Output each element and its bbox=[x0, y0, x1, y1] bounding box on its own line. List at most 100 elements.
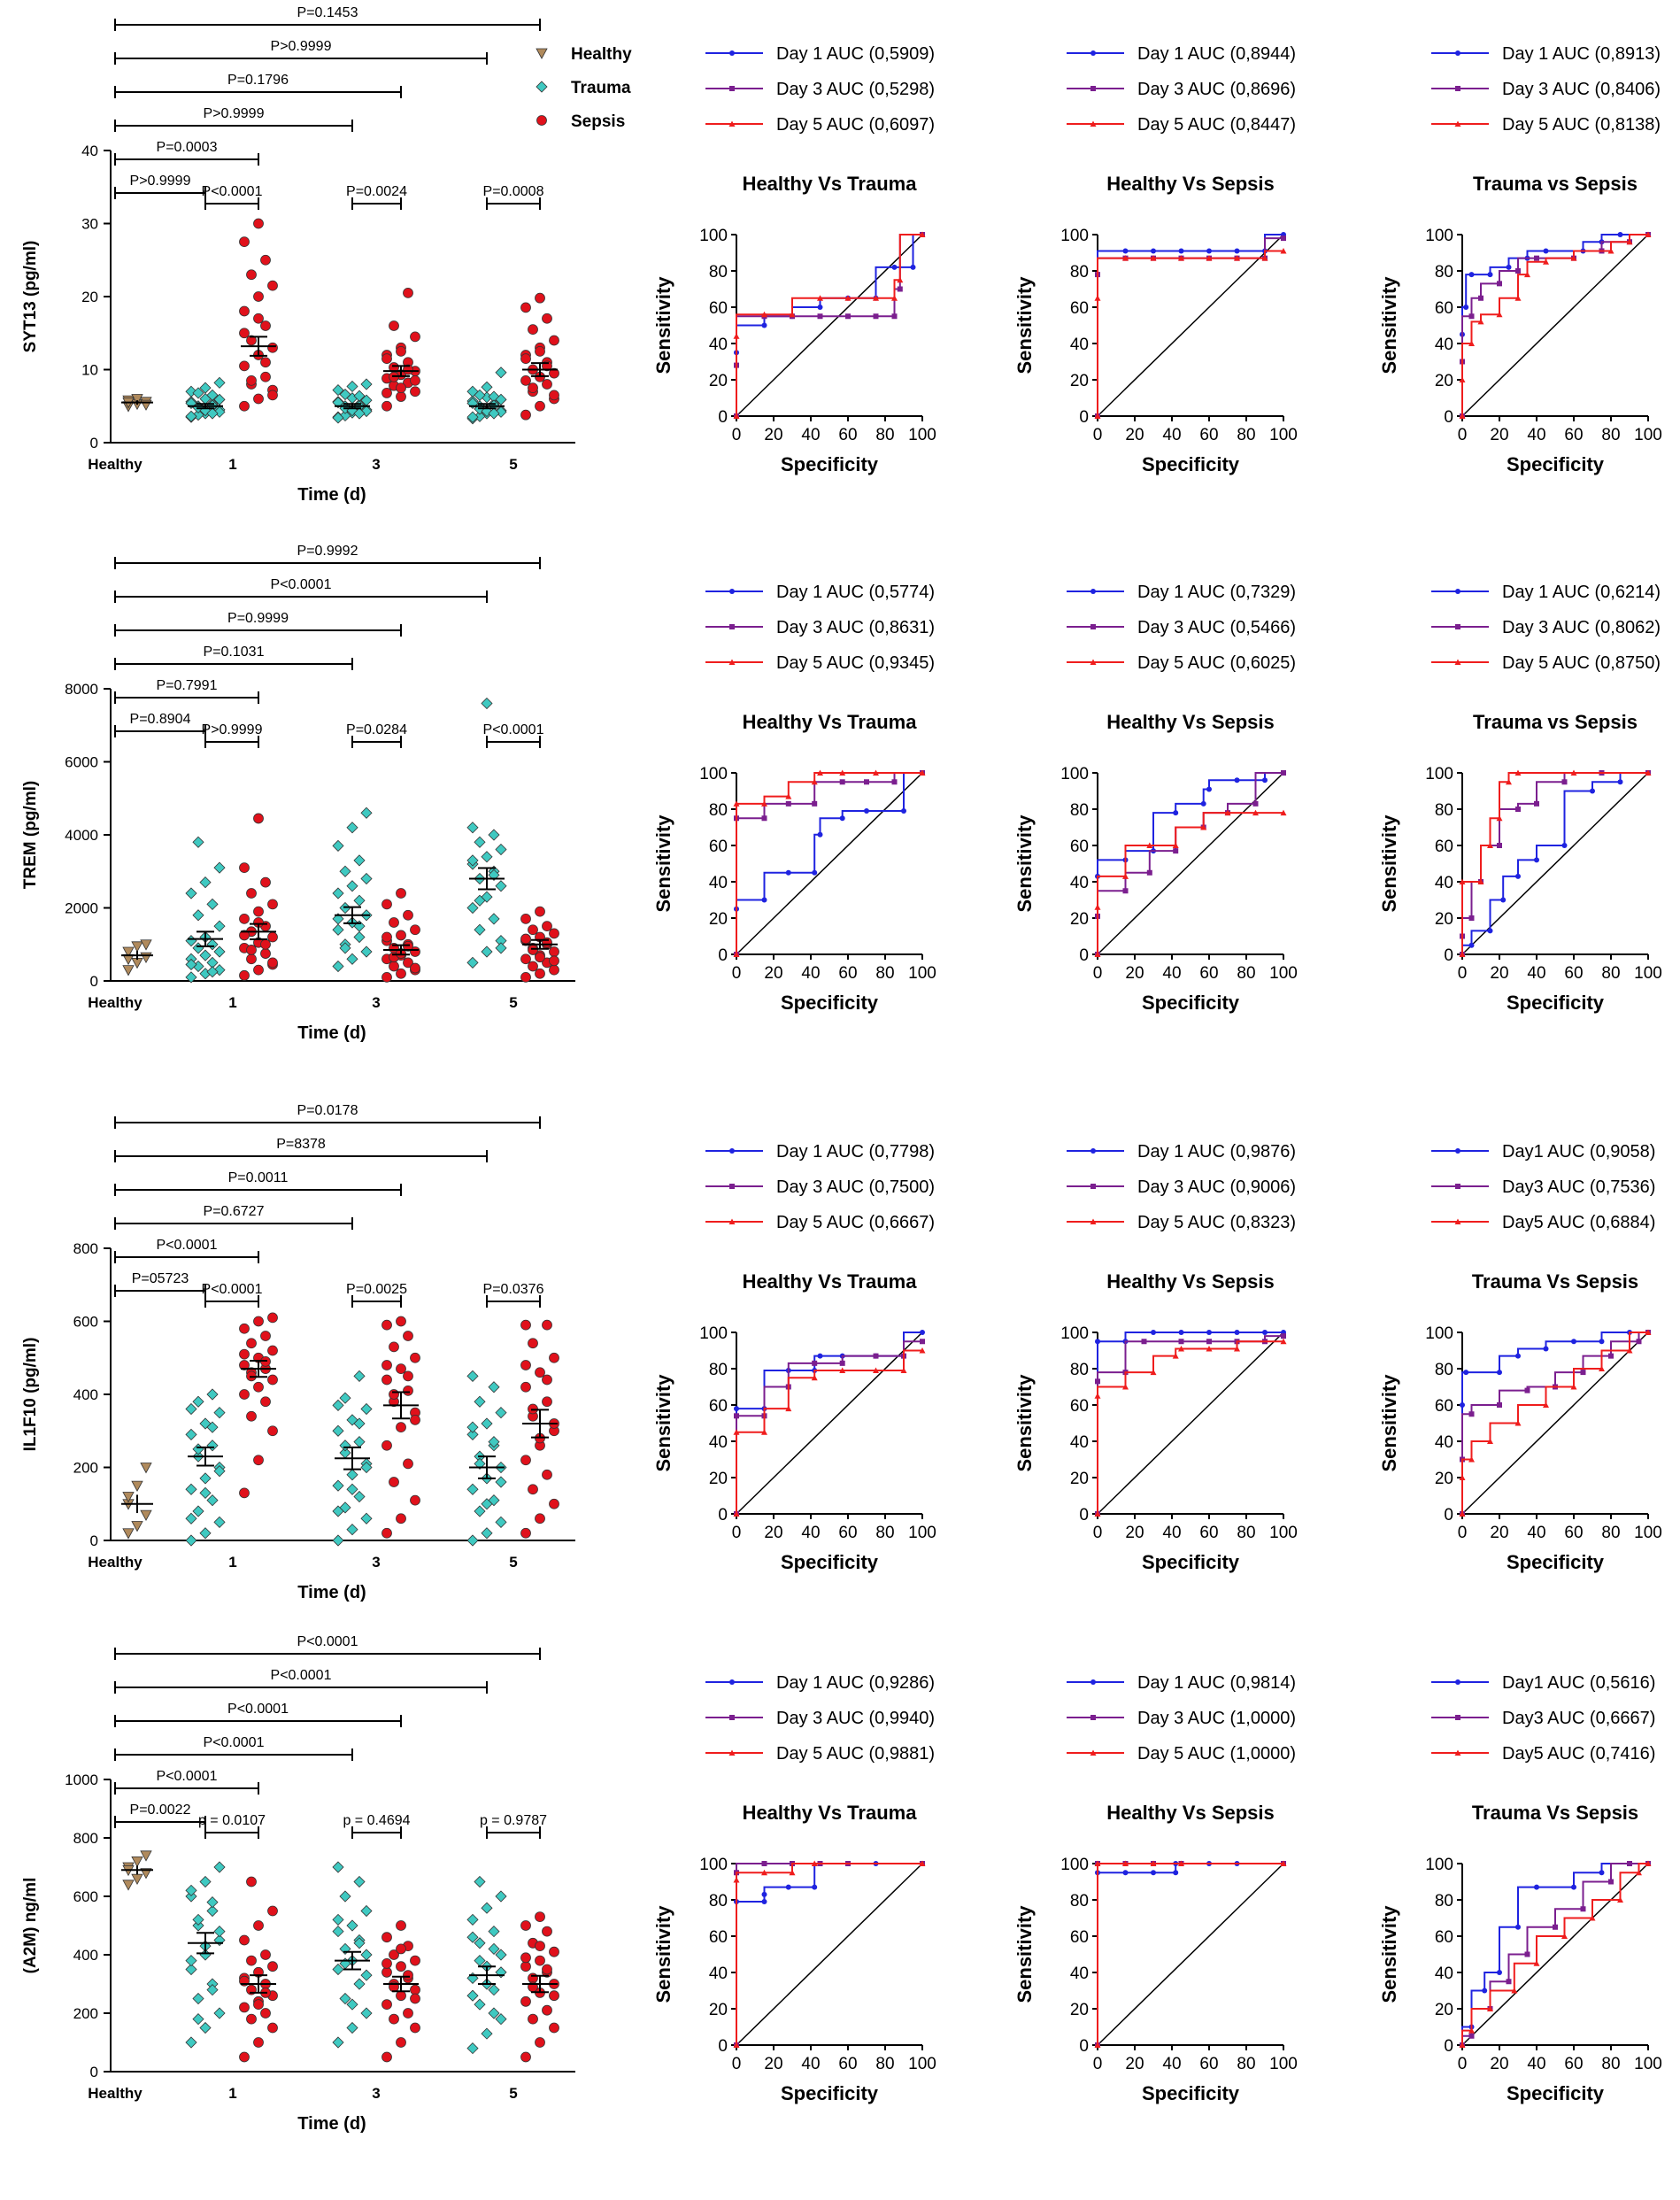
roc-point bbox=[1543, 259, 1549, 265]
sepsis-point bbox=[520, 953, 531, 965]
roc-y-tick-label: 100 bbox=[1060, 765, 1089, 784]
healthy-point bbox=[140, 1509, 152, 1521]
roc-y-tick-label: 60 bbox=[1070, 299, 1089, 318]
sepsis-point bbox=[520, 933, 531, 945]
trauma-point bbox=[360, 1904, 373, 1918]
y-tick-label: 800 bbox=[73, 1830, 98, 1847]
sepsis-point bbox=[549, 367, 559, 379]
roc-y-axis-label: Sensitivity bbox=[1013, 814, 1036, 913]
trauma-point bbox=[206, 1388, 219, 1401]
trauma-point bbox=[481, 1498, 493, 1510]
trauma-point bbox=[206, 966, 219, 978]
roc-point bbox=[1627, 1861, 1632, 1866]
y-tick-label: 0 bbox=[90, 973, 98, 990]
roc-legend-label: Day 5 AUC (0,9881) bbox=[776, 1744, 935, 1764]
trauma-point bbox=[339, 1890, 351, 1903]
sepsis-point bbox=[239, 1348, 250, 1360]
roc-curve bbox=[1097, 250, 1283, 416]
trauma-point bbox=[360, 2007, 373, 2019]
within-day-label: P=0.0376 bbox=[483, 1282, 544, 1297]
sepsis-point bbox=[535, 400, 545, 412]
roc-y-axis-label: Sensitivity bbox=[1378, 1374, 1400, 1472]
roc-x-tick-label: 80 bbox=[1237, 964, 1255, 983]
roc-point bbox=[761, 1861, 767, 1866]
roc-point bbox=[873, 1367, 879, 1374]
roc-point bbox=[1151, 248, 1156, 254]
roc-point bbox=[1252, 809, 1259, 816]
sepsis-point bbox=[520, 374, 531, 386]
trauma-point bbox=[213, 393, 226, 405]
trauma-point bbox=[199, 876, 212, 889]
x-tick-label: 5 bbox=[509, 994, 517, 1011]
roc-point bbox=[891, 295, 898, 301]
roc-y-tick-label: 0 bbox=[1444, 2037, 1453, 2056]
roc-title: Healthy Vs Trauma bbox=[743, 1270, 918, 1293]
roc-x-tick-label: 20 bbox=[1125, 426, 1144, 444]
roc-point bbox=[1094, 295, 1101, 301]
roc-y-tick-label: 80 bbox=[709, 263, 728, 282]
roc-y-tick-label: 0 bbox=[718, 1506, 728, 1525]
roc-x-tick-label: 20 bbox=[1125, 1524, 1144, 1542]
y-tick-label: 400 bbox=[73, 1947, 98, 1964]
roc-legend-marker bbox=[1454, 120, 1461, 127]
trauma-point bbox=[474, 1505, 486, 1517]
trauma-point bbox=[332, 960, 344, 973]
trauma-point bbox=[185, 1402, 197, 1416]
roc-diagonal bbox=[1461, 1332, 1649, 1515]
roc-point bbox=[1234, 255, 1240, 261]
roc-x-tick-label: 80 bbox=[1237, 2055, 1255, 2073]
sepsis-point bbox=[239, 1389, 250, 1400]
roc-point bbox=[1626, 1347, 1633, 1354]
roc-point bbox=[1151, 1330, 1156, 1335]
roc-point bbox=[733, 1876, 740, 1883]
y-tick-label: 0 bbox=[90, 2064, 98, 2080]
roc-y-tick-label: 0 bbox=[1444, 946, 1453, 965]
roc-diagonal bbox=[736, 234, 923, 417]
sepsis-point bbox=[260, 938, 271, 950]
roc-legend-label: Day 1 AUC (0,8944) bbox=[1137, 44, 1296, 64]
roc-point bbox=[897, 286, 903, 292]
trauma-point bbox=[466, 1989, 479, 2002]
x-tick-label: Healthy bbox=[88, 994, 143, 1011]
y-tick-label: 8000 bbox=[65, 681, 98, 698]
roc-legend-label: Day5 AUC (0,7416) bbox=[1502, 1744, 1655, 1764]
roc-x-tick-label: 80 bbox=[1601, 2055, 1620, 2073]
roc-point bbox=[1506, 1979, 1512, 1985]
roc-point bbox=[1234, 1330, 1240, 1335]
healthy-point bbox=[131, 1873, 143, 1886]
roc-point bbox=[1515, 807, 1521, 812]
roc-x-tick-label: 60 bbox=[838, 426, 857, 444]
sepsis-point bbox=[542, 1319, 552, 1331]
within-day-label: P=0.0284 bbox=[346, 722, 407, 737]
sepsis-point bbox=[396, 382, 406, 394]
roc-title: Trauma Vs Sepsis bbox=[1472, 1802, 1638, 1824]
sepsis-point bbox=[260, 320, 271, 331]
sepsis-point bbox=[535, 292, 545, 304]
sepsis-point bbox=[239, 2051, 250, 2063]
trauma-point bbox=[185, 887, 197, 899]
trauma-point bbox=[199, 2021, 212, 2034]
roc-y-tick-label: 60 bbox=[1070, 838, 1089, 856]
roc-point bbox=[1200, 800, 1206, 807]
roc-panel: Day1 AUC (0,9058) Day3 AUC (0,7536) Day5 A… bbox=[1378, 1142, 1662, 1573]
roc-legend-marker bbox=[1090, 659, 1097, 665]
roc-y-tick-label: 0 bbox=[1444, 408, 1453, 427]
roc-point bbox=[785, 1405, 792, 1412]
x-tick-label: 5 bbox=[509, 1554, 517, 1571]
trauma-point bbox=[332, 1479, 344, 1492]
roc-x-tick-label: 20 bbox=[764, 2055, 782, 2073]
trauma-point bbox=[213, 920, 226, 932]
sepsis-point bbox=[381, 353, 392, 365]
x-tick-label: 3 bbox=[372, 456, 380, 473]
roc-x-tick-label: 60 bbox=[838, 1524, 857, 1542]
roc-point bbox=[1468, 313, 1475, 320]
roc-point bbox=[761, 311, 767, 318]
roc-point bbox=[1459, 878, 1466, 884]
roc-legend-label: Day 5 AUC (0,9345) bbox=[776, 653, 935, 673]
roc-x-tick-label: 40 bbox=[1162, 1524, 1181, 1542]
roc-point bbox=[1459, 413, 1466, 419]
sepsis-point bbox=[246, 888, 257, 899]
x-tick-label: 3 bbox=[372, 994, 380, 1011]
roc-point bbox=[1515, 1924, 1521, 1930]
roc-y-tick-label: 20 bbox=[1435, 910, 1453, 929]
